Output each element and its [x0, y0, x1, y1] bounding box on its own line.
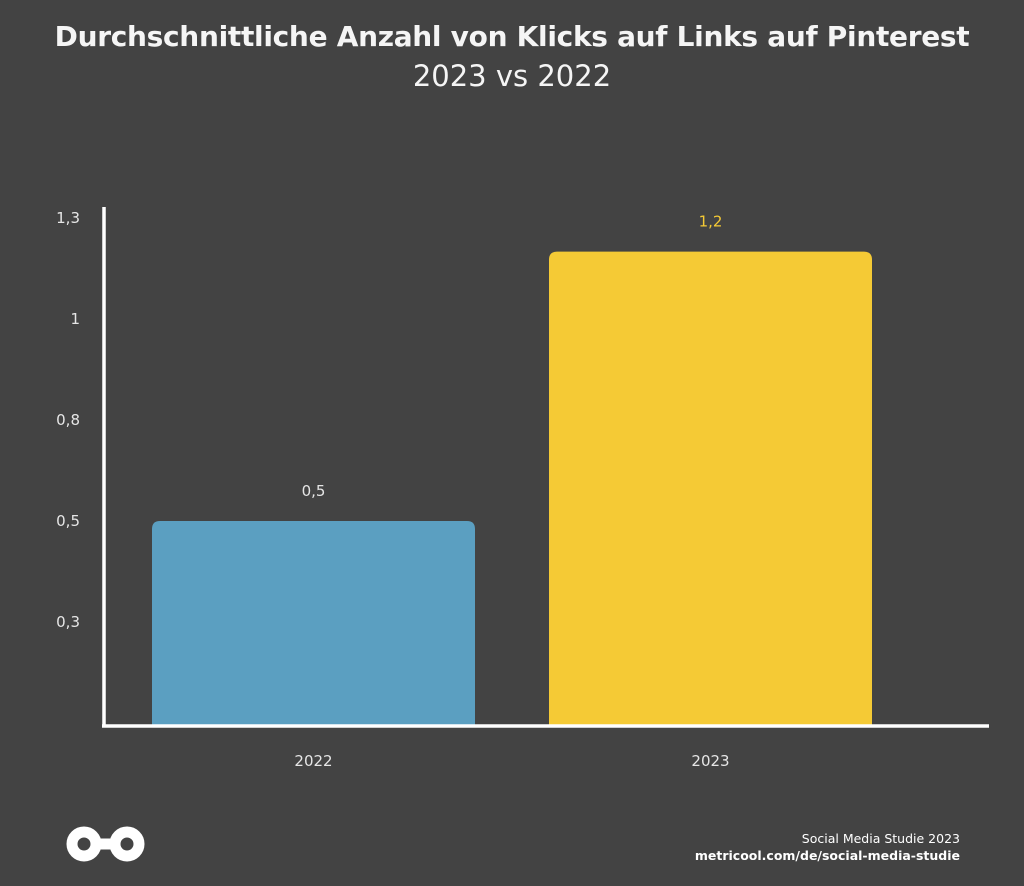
bars-layer [152, 251, 872, 727]
y-tick-label: 0,8 [56, 411, 80, 429]
footer-url-link[interactable]: metricool.com/de/social-media-studie [694, 848, 960, 863]
y-tick-label: 0,5 [56, 512, 80, 530]
y-tick-label: 1,3 [56, 209, 80, 227]
chart-title: Durchschnittliche Anzahl von Klicks auf … [54, 20, 970, 53]
chart-subtitle: 2023 vs 2022 [412, 59, 612, 93]
y-tick-label: 0,3 [56, 613, 80, 631]
title-block: Durchschnittliche Anzahl von Klicks auf … [0, 18, 1024, 96]
bar-value-label: 1,2 [699, 213, 723, 231]
metricool-logo-icon [66, 826, 145, 862]
x-tick-label: 2023 [691, 752, 729, 770]
y-tick-label: 1 [70, 310, 80, 328]
bar-2023 [549, 251, 872, 727]
footer-study-label: Social Media Studie 2023 [801, 831, 960, 846]
labels-layer: 0,3 0,5 0,8 1 1,3 0,5 2022 1,2 2023 [56, 209, 729, 770]
bar-2022 [152, 521, 475, 727]
x-tick-label: 2022 [294, 752, 332, 770]
footer: Social Media Studie 2023 metricool.com/d… [695, 830, 960, 864]
bar-value-label: 0,5 [302, 482, 326, 500]
